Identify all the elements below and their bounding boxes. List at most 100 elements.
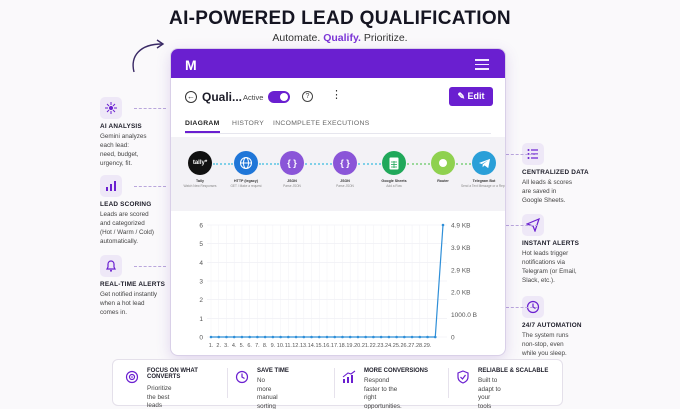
module-google-sheets[interactable]: Google Sheets Add a Row (369, 151, 419, 188)
app-window: M ← Quali... Active ? ⋮ ✎ Edit DIAGRAM H… (170, 48, 506, 356)
module-circle[interactable]: { } (280, 151, 304, 175)
connector-dash (134, 266, 166, 267)
x-tick-label: 28. (416, 343, 424, 349)
feature-title: 24/7 AUTOMATION (522, 322, 582, 329)
data-point (325, 335, 329, 339)
feature-description: All leads & scores are saved in Google She… (522, 178, 590, 205)
active-toggle[interactable] (268, 91, 290, 103)
module-circle[interactable] (234, 151, 258, 175)
connector-dash (506, 154, 538, 155)
more-options-icon[interactable]: ⋮ (331, 89, 342, 101)
feature-description-line: All leads & scores (522, 179, 573, 186)
data-point (333, 335, 337, 339)
module-circle[interactable]: tally* (188, 151, 212, 175)
y2-tick-label: 2.9 KB (451, 267, 471, 274)
feature-lead-scoring: LEAD SCORING Leads are scored and categori… (100, 175, 168, 246)
target-icon (125, 370, 139, 389)
module-router[interactable]: Router (418, 151, 468, 184)
module-subtitle: GET / Make a request (230, 184, 262, 188)
telegram-icon (478, 158, 490, 168)
feature-description-line: while you sleep. (522, 350, 567, 357)
benefit-description: No more manual sortingor lead hunting. (257, 377, 279, 409)
benefit-divider (448, 368, 449, 398)
data-point (441, 223, 445, 227)
feature-centralized-data: CENTRALIZED DATA All leads & scores are sa… (522, 143, 590, 205)
ai-brain-icon (100, 97, 122, 119)
data-point (217, 335, 221, 339)
subtitle-prioritize: Prioritize. (363, 32, 408, 44)
module-connector (456, 163, 471, 165)
module-connector (213, 163, 233, 165)
feature-description-line: The system runs (522, 332, 569, 339)
feature-description-line: automatically. (100, 238, 139, 245)
module-connector (358, 163, 381, 165)
menu-icon[interactable] (475, 59, 489, 73)
data-point (433, 335, 437, 339)
feature-description-line: Slack, etc.). (522, 277, 555, 284)
benefit-title: FOCUS ON WHAT CONVERTS (147, 368, 198, 380)
feature-title: LEAD SCORING (100, 201, 152, 208)
module-tally[interactable]: tally* Tally Watch New Responses (175, 151, 225, 188)
benefit-title-line: MORE CONVERSIONS (364, 368, 429, 374)
tab-diagram[interactable]: DIAGRAM (185, 120, 220, 133)
module-name: Tally (196, 179, 204, 183)
back-arrow-icon[interactable]: ← (185, 91, 197, 103)
module-subtitle: Watch New Responses (183, 184, 217, 188)
benefit-title: RELIABLE & SCALABLE (478, 368, 548, 374)
page-title: AI-POWERED LEAD QUALIFICATION (169, 8, 511, 29)
module-connector (259, 163, 279, 165)
data-point (248, 335, 251, 339)
module-subtitle: Add a Row (386, 184, 402, 188)
data-point (410, 335, 414, 339)
x-tick-label: 1. (209, 343, 214, 349)
benefit-divider (227, 368, 228, 398)
module-circle[interactable] (382, 151, 406, 175)
scenario-tabs: DIAGRAM HISTORY INCOMPLETE EXECUTIONS (185, 118, 491, 134)
module-json[interactable]: { } JSON Parse JSON (320, 151, 370, 188)
benefit-description-line: Built to adapt to your (478, 377, 501, 401)
tab-history[interactable]: HISTORY (232, 120, 265, 127)
connector-dash (134, 108, 166, 109)
benefit-title-line: FOCUS ON WHAT (147, 368, 198, 374)
y2-tick-label: 0 (451, 335, 455, 342)
feature-description-line: are saved in (522, 188, 557, 195)
x-tick-label: 13. (300, 343, 308, 349)
feature-description: Leads are scored and categorized (Hot / Wa… (100, 210, 168, 246)
module-telegram-bot[interactable]: Telegram Bot Send a Text Message or a Re… (459, 151, 506, 188)
y-tick-label: 5 (199, 241, 203, 248)
module-circle[interactable] (431, 151, 455, 175)
tab-incomplete-executions[interactable]: INCOMPLETE EXECUTIONS (273, 120, 370, 127)
benefit-divider (334, 368, 335, 398)
x-tick-label: 19. (346, 343, 354, 349)
x-tick-label: 20. (354, 343, 362, 349)
scenario-toolbar: ← Quali... Active ? ⋮ ✎ Edit (183, 87, 493, 109)
y-tick-label: 4 (199, 260, 203, 267)
feature-description-line: when a hot lead (100, 300, 145, 307)
x-tick-label: 16. (323, 343, 331, 349)
module-subtitle: Parse JSON (283, 184, 301, 188)
module-name: Google Sheets (381, 179, 407, 183)
y2-tick-label: 4.9 KB (451, 223, 471, 230)
x-tick-label: 25. (393, 343, 401, 349)
feature-description-line: notifications via (522, 259, 566, 266)
help-icon[interactable]: ? (302, 91, 313, 102)
feature-description-line: Telegram (or Email, (522, 268, 577, 275)
benefit-description: Prioritize the best leadsfirst. (147, 385, 172, 409)
feature-ai-analysis: AI ANALYSIS Gemini analyzes each lead: need… (100, 97, 168, 168)
benefit-description-line: Prioritize the best leads (147, 385, 172, 409)
subtitle-automate: Automate. (272, 32, 321, 44)
data-point (294, 335, 298, 339)
module-circle[interactable] (472, 151, 496, 175)
active-label: Active (243, 93, 264, 102)
module-circle[interactable]: { } (333, 151, 357, 175)
module-subtitle: Send a Text Message or a Reply (460, 184, 506, 188)
feature-description-line: and categorized (100, 220, 145, 227)
feature-description: Get notified instantly when a hot lead com… (100, 290, 168, 317)
scenario-diagram: tally* Tally Watch New Responses HTTP (l… (171, 137, 505, 211)
benefit-title: SAVE TIME (257, 368, 289, 374)
edit-button[interactable]: ✎ Edit (449, 87, 493, 106)
module-http-legacy-[interactable]: HTTP (legacy) GET / Make a request (221, 151, 271, 188)
module-json[interactable]: { } JSON Parse JSON (267, 151, 317, 188)
data-point (232, 335, 236, 339)
x-tick-label: 9. (271, 343, 276, 349)
